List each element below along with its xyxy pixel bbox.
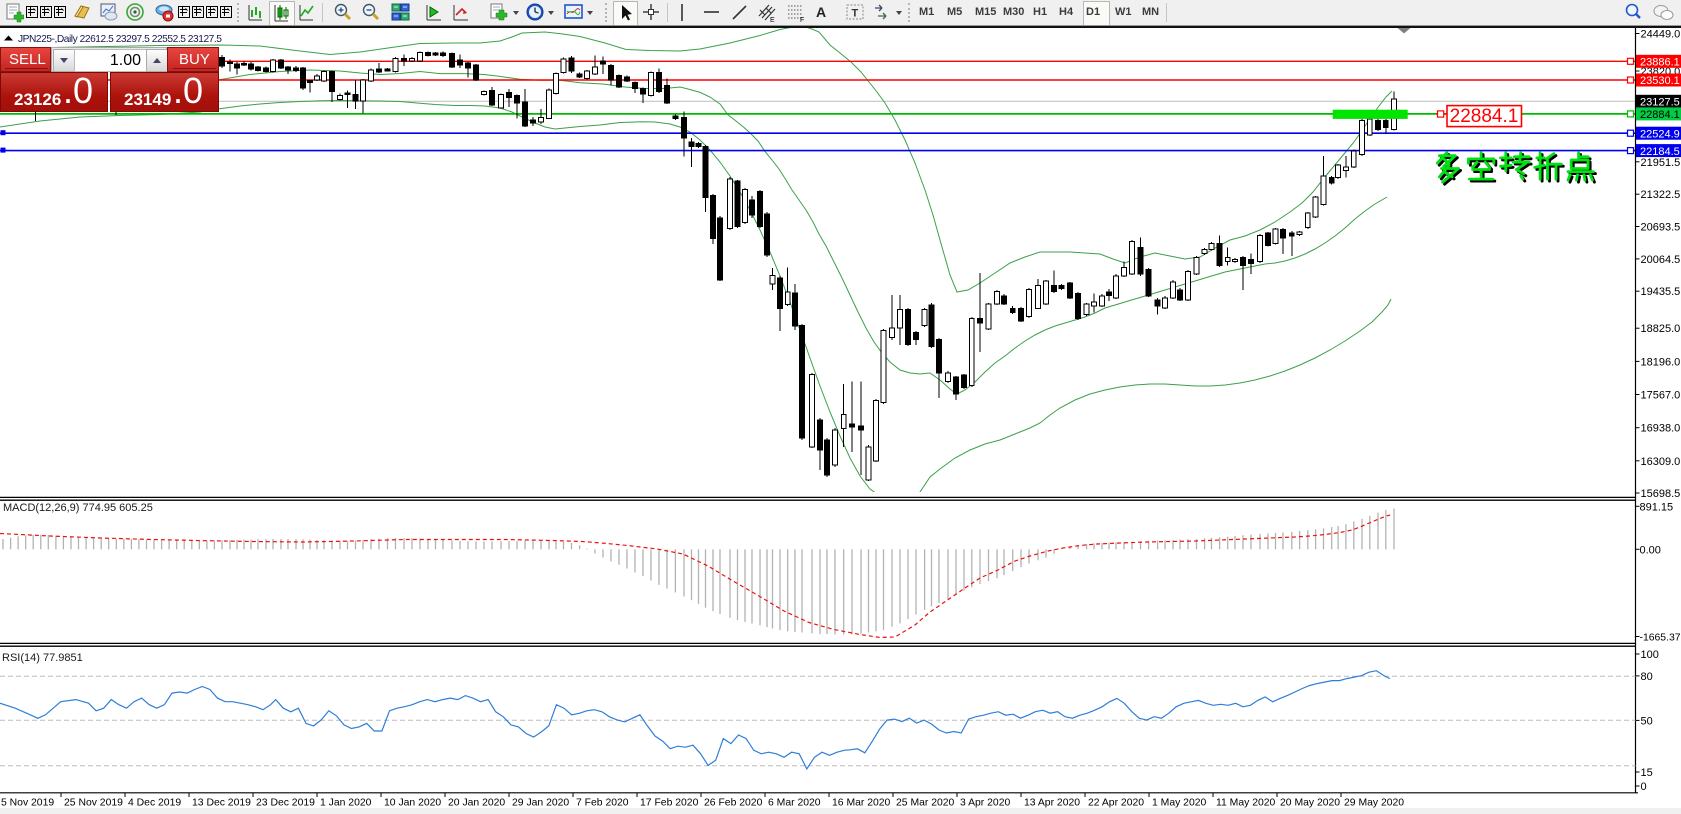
svg-text:20064.5: 20064.5 <box>1641 254 1681 266</box>
svg-text:T: T <box>852 8 859 20</box>
svg-text:3 Apr 2020: 3 Apr 2020 <box>960 798 1010 809</box>
svg-text:891.15: 891.15 <box>1640 501 1674 513</box>
svg-text:20693.5: 20693.5 <box>1641 222 1681 234</box>
svg-text:23886.1: 23886.1 <box>1640 57 1680 69</box>
svg-text:15: 15 <box>1641 767 1653 779</box>
svg-text:11 May 2020: 11 May 2020 <box>1216 798 1276 809</box>
svg-text:21951.5: 21951.5 <box>1641 157 1681 169</box>
svg-text:25 Nov 2019: 25 Nov 2019 <box>64 798 123 809</box>
svg-text:80: 80 <box>1641 671 1653 683</box>
svg-text:5 Nov 2019: 5 Nov 2019 <box>1 798 54 809</box>
svg-text:25 Mar 2020: 25 Mar 2020 <box>896 798 955 809</box>
svg-text:50: 50 <box>1641 715 1653 727</box>
svg-text:17567.0: 17567.0 <box>1641 390 1681 402</box>
svg-text:23530.1: 23530.1 <box>1640 75 1680 87</box>
svg-text:1 May 2020: 1 May 2020 <box>1152 798 1207 809</box>
svg-text:22 Apr 2020: 22 Apr 2020 <box>1088 798 1144 809</box>
svg-text:22524.9: 22524.9 <box>1640 128 1680 140</box>
svg-text:29 May 2020: 29 May 2020 <box>1344 798 1404 809</box>
svg-text:21322.5: 21322.5 <box>1641 189 1681 201</box>
svg-text:100: 100 <box>1641 649 1659 661</box>
svg-text:22184.5: 22184.5 <box>1640 146 1680 158</box>
svg-text:4 Dec 2019: 4 Dec 2019 <box>128 798 181 809</box>
svg-text:JPN225-,Daily 22612.5 23297.5: JPN225-,Daily 22612.5 23297.5 22552.5 23… <box>18 34 222 45</box>
svg-text:MACD(12,26,9) 774.95 605.25: MACD(12,26,9) 774.95 605.25 <box>3 502 153 514</box>
svg-text:23 Dec 2019: 23 Dec 2019 <box>256 798 315 809</box>
svg-text:16309.0: 16309.0 <box>1641 456 1681 468</box>
svg-text:18825.0: 18825.0 <box>1641 323 1681 335</box>
svg-text:19435.5: 19435.5 <box>1641 286 1681 298</box>
svg-text:13 Apr 2020: 13 Apr 2020 <box>1024 798 1080 809</box>
svg-text:22884.1: 22884.1 <box>1640 109 1680 121</box>
svg-text:23127.5: 23127.5 <box>1640 97 1680 109</box>
svg-text:16 Mar 2020: 16 Mar 2020 <box>832 798 891 809</box>
svg-text:13 Dec 2019: 13 Dec 2019 <box>192 798 251 809</box>
svg-text:16938.0: 16938.0 <box>1641 423 1681 435</box>
svg-text:-1665.37: -1665.37 <box>1640 633 1681 644</box>
svg-text:22884.1: 22884.1 <box>1450 106 1519 127</box>
svg-text:26 Feb 2020: 26 Feb 2020 <box>704 798 763 809</box>
svg-text:6 Mar 2020: 6 Mar 2020 <box>768 798 821 809</box>
svg-text:0.00: 0.00 <box>1640 544 1661 556</box>
svg-text:1 Jan 2020: 1 Jan 2020 <box>320 798 372 809</box>
svg-text:18196.0: 18196.0 <box>1641 356 1681 368</box>
svg-text:20 Jan 2020: 20 Jan 2020 <box>448 798 505 809</box>
svg-text:15698.5: 15698.5 <box>1641 488 1681 500</box>
svg-text:10 Jan 2020: 10 Jan 2020 <box>384 798 441 809</box>
svg-text:29 Jan 2020: 29 Jan 2020 <box>512 798 569 809</box>
svg-text:RSI(14) 77.9851: RSI(14) 77.9851 <box>2 652 83 664</box>
svg-text:17 Feb 2020: 17 Feb 2020 <box>640 798 699 809</box>
svg-text:F: F <box>800 17 804 24</box>
svg-text:7 Feb 2020: 7 Feb 2020 <box>576 798 629 809</box>
svg-text:24449.0: 24449.0 <box>1641 29 1681 41</box>
svg-text:20 May 2020: 20 May 2020 <box>1280 798 1340 809</box>
svg-text:E: E <box>770 17 775 24</box>
svg-text:0: 0 <box>1641 781 1647 793</box>
